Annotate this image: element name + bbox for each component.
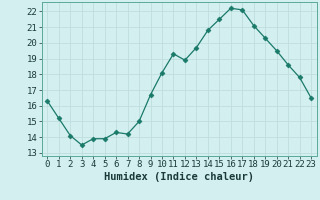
X-axis label: Humidex (Indice chaleur): Humidex (Indice chaleur) — [104, 172, 254, 182]
